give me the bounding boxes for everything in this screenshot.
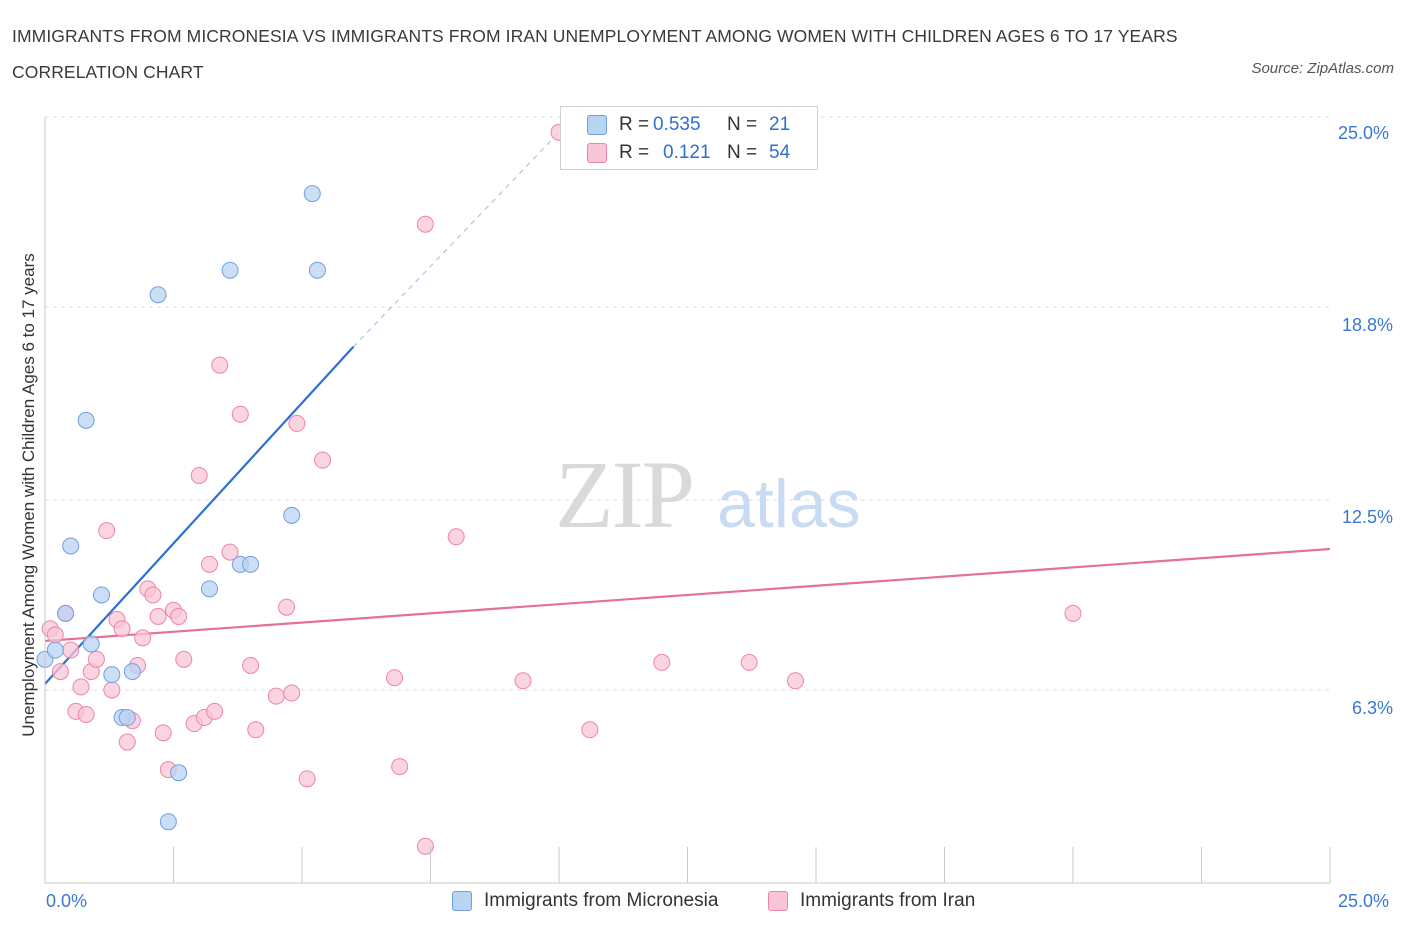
data-point-iran-25 — [175, 650, 193, 668]
data-point-micronesia-4 — [77, 411, 95, 429]
data-point-iran-13 — [113, 620, 131, 638]
watermark-atlas: atlas — [717, 466, 861, 542]
data-point-micronesia-6 — [93, 586, 111, 604]
data-point-iran-20 — [149, 607, 167, 625]
data-point-iran-51 — [740, 653, 758, 671]
axis-layer — [44, 117, 1331, 884]
data-point-iran-11 — [103, 681, 121, 699]
series-swatch-iran — [768, 891, 788, 911]
data-point-micronesia-7 — [103, 666, 121, 684]
y-axis-label: Unemployment Among Women with Children A… — [19, 253, 38, 737]
data-point-micronesia-9 — [118, 709, 136, 727]
series-legend-micronesia: Immigrants from Micronesia — [452, 890, 718, 912]
grid-layer — [45, 116, 1330, 691]
legend-n-value: 54 — [769, 142, 791, 163]
data-point-micronesia-18 — [283, 506, 301, 524]
data-point-iran-30 — [206, 702, 224, 720]
data-point-iran-50 — [653, 653, 671, 671]
y-tick-label-18: 18.8% — [1342, 315, 1394, 335]
y-tick-label-12: 12.5% — [1342, 507, 1394, 527]
data-point-iran-37 — [278, 598, 296, 616]
legend-swatch-iran — [587, 143, 607, 163]
series-name-iran: Immigrants from Iran — [800, 890, 976, 911]
data-point-micronesia-19 — [303, 185, 321, 203]
data-point-iran-27 — [190, 466, 208, 484]
legend-swatch-micronesia — [587, 115, 607, 135]
data-point-micronesia-2 — [57, 604, 75, 622]
data-point-iran-29 — [200, 555, 218, 573]
legend-r-label: R = — [619, 114, 650, 135]
data-point-iran-1 — [46, 626, 64, 644]
point-layer — [36, 123, 1082, 855]
data-point-iran-53 — [1064, 604, 1082, 622]
data-point-iran-17 — [134, 629, 152, 647]
data-point-iran-2 — [51, 663, 69, 681]
legend-n-label: N = — [727, 114, 758, 135]
data-point-iran-21 — [154, 724, 172, 742]
data-point-micronesia-10 — [123, 663, 141, 681]
data-point-iran-47 — [514, 672, 532, 690]
data-point-micronesia-17 — [242, 555, 260, 573]
data-point-iran-49 — [581, 721, 599, 739]
legend-r-label: R = — [619, 142, 650, 163]
legend-row-micronesia: R = 0.535 N = 21 — [587, 113, 790, 137]
trend-layer — [44, 131, 1331, 685]
data-point-iran-44 — [416, 837, 434, 855]
x-tick-label-min: 0.0% — [46, 891, 88, 911]
watermark-zip: ZIP — [555, 441, 693, 548]
chart-title: IMMIGRANTS FROM MICRONESIA VS IMMIGRANTS… — [12, 26, 1178, 82]
data-point-micronesia-15 — [221, 261, 239, 279]
data-point-micronesia-3 — [62, 537, 80, 555]
legend-r-value: 0.535 — [653, 114, 701, 135]
source-credit: Source: ZipAtlas.com — [1251, 60, 1394, 77]
data-point-iran-9 — [87, 650, 105, 668]
series-legend-iran: Immigrants from Iran — [768, 890, 975, 912]
data-point-iran-14 — [118, 733, 136, 751]
data-point-micronesia-11 — [149, 286, 167, 304]
data-point-iran-43 — [391, 758, 409, 776]
data-point-iran-31 — [211, 356, 229, 374]
y-tick-label-25: 25.0% — [1338, 123, 1390, 143]
trend-line-micronesia — [44, 346, 355, 685]
legend-n-label: N = — [727, 142, 758, 163]
legend-row-iran: R = 0.121 N = 54 — [587, 141, 790, 165]
x-tick-label-max: 25.0% — [1338, 891, 1390, 911]
correlation-legend: R = 0.535 N = 21 R = 0.121 N = 54 — [560, 106, 818, 170]
data-point-micronesia-12 — [159, 813, 177, 831]
data-point-iran-46 — [447, 528, 465, 546]
legend-n-value: 21 — [769, 114, 791, 135]
data-point-iran-10 — [98, 522, 116, 540]
data-point-iran-34 — [242, 656, 260, 674]
data-point-iran-40 — [298, 770, 316, 788]
data-point-iran-24 — [170, 607, 188, 625]
trend-line-iran — [44, 547, 1331, 643]
data-point-iran-45 — [416, 215, 434, 233]
legend-r-value: 0.121 — [663, 142, 711, 163]
data-point-micronesia-13 — [170, 764, 188, 782]
data-point-iran-38 — [283, 684, 301, 702]
data-point-iran-52 — [786, 672, 804, 690]
data-point-micronesia-20 — [308, 261, 326, 279]
data-point-iran-41 — [314, 451, 332, 469]
data-point-iran-35 — [247, 721, 265, 739]
data-point-iran-42 — [386, 669, 404, 687]
data-point-iran-33 — [231, 405, 249, 423]
data-point-micronesia-5 — [82, 635, 100, 653]
data-point-iran-4 — [62, 641, 80, 659]
y-tick-label-6: 6.3% — [1352, 698, 1394, 718]
data-point-iran-6 — [72, 678, 90, 696]
data-point-micronesia-14 — [200, 580, 218, 598]
data-point-micronesia-1 — [46, 641, 64, 659]
data-point-iran-36 — [267, 687, 285, 705]
series-name-micronesia: Immigrants from Micronesia — [484, 890, 719, 911]
trend-line-micronesia-extension — [352, 131, 560, 348]
data-point-iran-7 — [77, 705, 95, 723]
series-swatch-micronesia — [452, 891, 472, 911]
data-point-iran-32 — [221, 543, 239, 561]
data-point-iran-19 — [144, 586, 162, 604]
data-point-iran-39 — [288, 414, 306, 432]
